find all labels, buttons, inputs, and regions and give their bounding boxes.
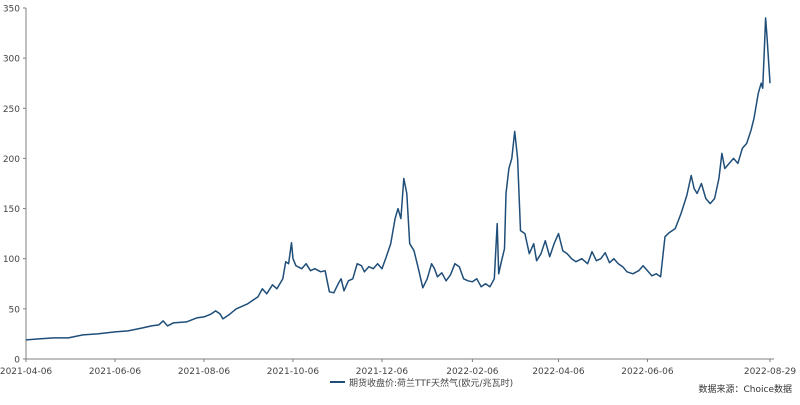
x-tick-label: 2021-06-06 (89, 367, 142, 377)
x-tick-label: 2022-04-06 (532, 367, 585, 377)
y-tick-label: 350 (3, 5, 20, 15)
x-tick-label: 2022-06-06 (621, 367, 674, 377)
y-tick-label: 300 (3, 55, 20, 65)
y-tick-label: 250 (3, 105, 20, 115)
y-tick-label: 50 (9, 305, 21, 315)
legend-label: 期货收盘价:荷兰TTF天然气(欧元/兆瓦时) (349, 377, 513, 389)
y-tick-label: 200 (3, 155, 20, 165)
legend: 期货收盘价:荷兰TTF天然气(欧元/兆瓦时) (330, 377, 513, 389)
x-tick-label: 2022-08-29 (744, 367, 797, 377)
plot-area (25, 17, 771, 341)
axes: 0 50 100 150 200 250 300 350 2021-04-06 2021-06-0… (0, 5, 796, 378)
x-tick-label: 2021-04-06 (0, 367, 52, 377)
x-tick-label: 2021-10-06 (267, 367, 320, 377)
x-tick-label: 2021-12-06 (356, 367, 409, 377)
y-tick-label: 150 (3, 205, 20, 215)
series-line (25, 17, 771, 341)
x-tick-label: 2022-02-06 (446, 367, 499, 377)
y-tick-label: 100 (3, 255, 20, 265)
x-tick-label: 2021-08-06 (178, 367, 231, 377)
source-note: 数据来源：Choice数据 (698, 385, 792, 395)
y-tick-label: 0 (14, 356, 20, 366)
